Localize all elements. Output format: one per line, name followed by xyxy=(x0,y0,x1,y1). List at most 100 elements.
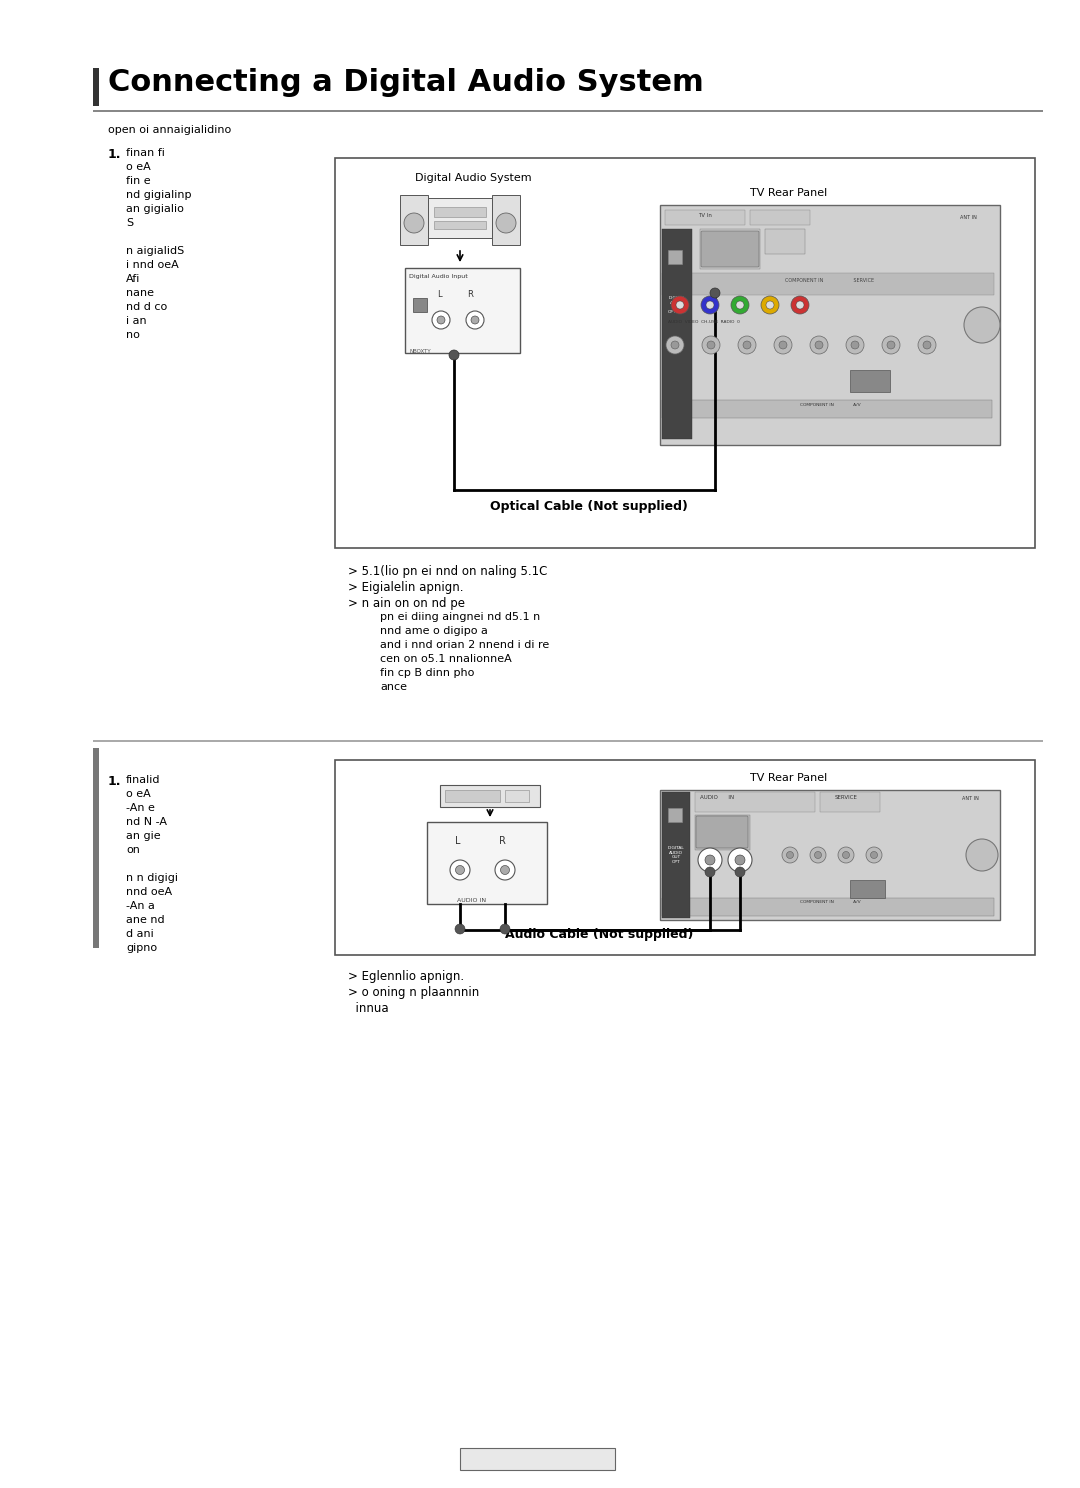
Circle shape xyxy=(838,847,854,863)
Circle shape xyxy=(761,296,779,314)
Bar xyxy=(662,272,994,295)
Bar xyxy=(492,195,519,246)
Text: TV Rear Panel: TV Rear Panel xyxy=(750,772,827,783)
Text: 1.: 1. xyxy=(108,775,121,789)
Text: an gigialio: an gigialio xyxy=(126,204,184,214)
Circle shape xyxy=(810,847,826,863)
Bar xyxy=(660,790,1000,920)
Circle shape xyxy=(465,311,484,329)
Bar xyxy=(850,879,885,897)
Text: COMPONENT IN              A/V: COMPONENT IN A/V xyxy=(799,403,861,408)
Text: Connecting a Digital Audio System: Connecting a Digital Audio System xyxy=(108,68,704,97)
Text: ANT IN: ANT IN xyxy=(962,796,978,801)
Text: DIGITAL
AUDIO
OUT
OPTICAL: DIGITAL AUDIO OUT OPTICAL xyxy=(667,296,686,314)
Circle shape xyxy=(796,301,804,310)
Text: NBOXTY: NBOXTY xyxy=(410,350,432,354)
Bar xyxy=(505,790,529,802)
Text: gipno: gipno xyxy=(126,943,157,952)
Text: ANT IN: ANT IN xyxy=(960,214,977,220)
Text: open oi annaigialidino: open oi annaigialidino xyxy=(108,125,231,135)
Text: AUDIO IN: AUDIO IN xyxy=(457,897,486,903)
Bar xyxy=(765,229,805,254)
Text: fin cp B dinn pho: fin cp B dinn pho xyxy=(380,668,474,679)
Circle shape xyxy=(731,296,750,314)
Bar xyxy=(93,748,99,948)
Circle shape xyxy=(866,847,882,863)
Bar xyxy=(460,1448,615,1470)
Circle shape xyxy=(676,301,684,310)
Circle shape xyxy=(710,289,720,298)
Circle shape xyxy=(964,307,1000,344)
Text: DIGITAL
AUDIO
OUT
OPT: DIGITAL AUDIO OUT OPT xyxy=(667,847,685,865)
Circle shape xyxy=(707,341,715,350)
Circle shape xyxy=(810,336,828,354)
Text: pn ei diing aingnei nd d5.1 n: pn ei diing aingnei nd d5.1 n xyxy=(380,612,540,622)
Text: nd N -A: nd N -A xyxy=(126,817,167,827)
Text: COMPONENT IN                    SERVICE: COMPONENT IN SERVICE xyxy=(785,278,875,283)
Bar xyxy=(662,229,692,439)
Circle shape xyxy=(671,341,679,350)
Text: on: on xyxy=(126,845,140,856)
Circle shape xyxy=(500,924,510,934)
Text: Afi: Afi xyxy=(126,274,140,284)
Circle shape xyxy=(923,341,931,350)
Text: L: L xyxy=(437,290,442,299)
Bar xyxy=(665,210,745,225)
Bar xyxy=(662,792,690,918)
Text: Audio Cable (Not supplied): Audio Cable (Not supplied) xyxy=(505,929,693,940)
Circle shape xyxy=(450,860,470,879)
Text: innua: innua xyxy=(348,1001,389,1015)
Bar xyxy=(93,68,99,106)
Text: nnd ame o digipo a: nnd ame o digipo a xyxy=(380,626,488,635)
Text: English - 11: English - 11 xyxy=(500,1452,573,1466)
Text: nd d co: nd d co xyxy=(126,302,167,312)
Text: TV Rear Panel: TV Rear Panel xyxy=(750,187,827,198)
Bar xyxy=(335,760,1035,955)
Text: > o oning n plaannnin: > o oning n plaannnin xyxy=(348,987,480,998)
Text: COMPONENT IN              A/V: COMPONENT IN A/V xyxy=(799,900,861,905)
Bar xyxy=(413,298,427,312)
Text: n n digigi: n n digigi xyxy=(126,873,178,882)
Bar xyxy=(660,205,1000,445)
Bar xyxy=(750,210,810,225)
Text: no: no xyxy=(126,330,140,339)
Bar xyxy=(820,792,880,812)
Text: o eA: o eA xyxy=(126,789,151,799)
Bar xyxy=(850,371,890,391)
Circle shape xyxy=(500,866,510,875)
Circle shape xyxy=(495,860,515,879)
Bar xyxy=(445,790,500,802)
Text: AUDIO  VIDEO  CH-USB  RADIO  0: AUDIO VIDEO CH-USB RADIO 0 xyxy=(669,320,740,324)
Circle shape xyxy=(842,851,850,859)
Circle shape xyxy=(455,924,465,934)
Circle shape xyxy=(735,856,745,865)
Circle shape xyxy=(471,315,480,324)
Bar xyxy=(440,786,540,806)
Text: ane nd: ane nd xyxy=(126,915,164,926)
Bar xyxy=(427,821,546,905)
Circle shape xyxy=(782,847,798,863)
Text: nd gigialinp: nd gigialinp xyxy=(126,190,191,199)
Circle shape xyxy=(774,336,792,354)
Bar xyxy=(696,815,750,850)
Circle shape xyxy=(870,851,877,859)
Text: i nnd oeA: i nnd oeA xyxy=(126,260,179,269)
Text: Optical Cable (Not supplied): Optical Cable (Not supplied) xyxy=(490,500,688,513)
Circle shape xyxy=(456,866,464,875)
Circle shape xyxy=(705,868,715,876)
Text: > n ain on on nd pe: > n ain on on nd pe xyxy=(348,597,465,610)
Text: 1.: 1. xyxy=(108,147,121,161)
FancyBboxPatch shape xyxy=(696,815,748,848)
Text: TV In: TV In xyxy=(698,213,712,219)
Circle shape xyxy=(735,868,745,876)
Bar xyxy=(400,195,428,246)
Bar xyxy=(335,158,1035,548)
Text: > Eigialelin apnign.: > Eigialelin apnign. xyxy=(348,580,463,594)
Text: Digital Audio System: Digital Audio System xyxy=(415,173,531,183)
Bar xyxy=(93,110,1043,112)
Text: -An a: -An a xyxy=(126,902,154,911)
Text: > Eglennlio apnign.: > Eglennlio apnign. xyxy=(348,970,464,984)
Circle shape xyxy=(701,296,719,314)
Circle shape xyxy=(432,311,450,329)
Bar xyxy=(696,792,815,812)
